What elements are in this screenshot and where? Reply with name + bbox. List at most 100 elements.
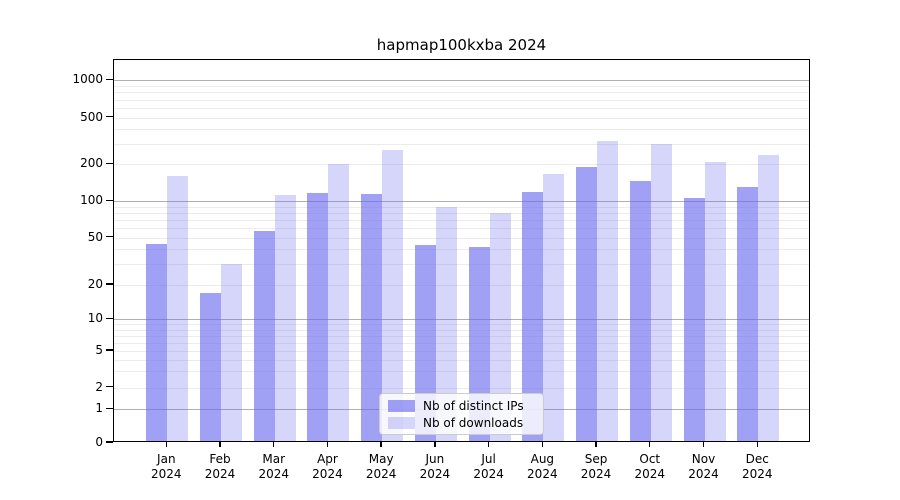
x-tick-mark — [165, 442, 167, 447]
bar-downloads-nov — [704, 162, 726, 441]
gridline-major — [114, 201, 809, 203]
gridline-minor — [114, 351, 809, 352]
legend-label-distinct-ips: Nb of distinct IPs — [423, 398, 524, 413]
x-tick-mark — [541, 442, 544, 447]
gridline-minor — [114, 99, 809, 101]
x-tick-mark — [702, 442, 705, 447]
y-tick-label: 50 — [87, 229, 103, 244]
y-tick-mark — [106, 386, 113, 388]
y-tick-mark — [106, 162, 113, 164]
legend-swatch-distinct-ips — [388, 399, 415, 412]
y-tick-label: 200 — [80, 156, 103, 171]
y-tick-label: 1 — [95, 401, 103, 416]
bar-downloads-apr — [328, 163, 350, 441]
gridline-minor — [114, 129, 809, 131]
gridline-minor — [114, 117, 809, 119]
gridline-minor — [114, 92, 809, 94]
legend-entry-distinct-ips: Nb of distinct IPs — [388, 399, 535, 413]
legend-entry-downloads: Nb of downloads — [388, 416, 535, 430]
bar-downloads-jul — [489, 213, 511, 441]
y-tick-mark — [106, 407, 113, 409]
y-tick-label: 2 — [95, 379, 103, 394]
bar-downloads-may — [382, 149, 404, 441]
y-tick-label: 100 — [80, 193, 103, 208]
x-tick-label-may: May 2024 — [365, 452, 397, 481]
x-tick-mark — [595, 442, 597, 447]
gridline-minor — [114, 237, 809, 239]
x-tick-mark — [756, 442, 758, 447]
y-tick-mark — [106, 349, 113, 351]
bar-distinct-ips-apr — [307, 193, 329, 441]
gridline-minor — [114, 220, 809, 222]
plot-area — [113, 59, 810, 442]
y-tick-label: 1000 — [72, 72, 103, 87]
gridline-minor — [114, 387, 809, 389]
x-tick-label-aug: Aug 2024 — [527, 452, 558, 481]
gridline-minor — [114, 342, 809, 344]
y-tick-mark — [106, 236, 113, 238]
x-tick-mark — [487, 442, 490, 447]
gridline-minor — [114, 206, 809, 208]
x-tick-label-nov: Nov 2024 — [688, 452, 719, 481]
bar-distinct-ips-nov — [683, 197, 705, 441]
gridline-minor — [114, 107, 809, 109]
y-tick-label: 500 — [80, 109, 103, 124]
x-tick-label-sep: Sep 2024 — [580, 452, 612, 481]
gridline-major — [114, 80, 809, 82]
x-tick-mark — [273, 442, 275, 447]
bar-distinct-ips-may — [361, 193, 383, 441]
x-tick-mark — [219, 442, 221, 447]
gridline-minor — [114, 249, 809, 251]
gridline-minor — [114, 285, 809, 286]
y-tick-label: 5 — [95, 343, 103, 357]
legend-swatch-downloads — [388, 416, 415, 429]
x-tick-label-feb: Feb 2024 — [204, 452, 236, 481]
x-tick-label-oct: Oct 2024 — [634, 452, 666, 481]
x-tick-label-jun: Jun 2024 — [419, 452, 451, 481]
bar-downloads-sep — [597, 141, 619, 441]
x-tick-mark — [380, 442, 382, 447]
legend-label-downloads: Nb of downloads — [423, 415, 524, 430]
bar-downloads-feb — [221, 264, 243, 441]
y-tick-mark — [106, 283, 113, 285]
bar-downloads-oct — [650, 144, 672, 441]
x-tick-label-apr: Apr 2024 — [312, 452, 343, 481]
y-tick-mark — [106, 199, 113, 201]
gridline-minor — [114, 335, 809, 337]
y-tick-label: 0 — [95, 435, 103, 449]
gridline-minor — [114, 85, 809, 87]
x-tick-label-dec: Dec 2024 — [741, 452, 773, 481]
gridline-minor — [114, 213, 809, 215]
y-tick-label: 10 — [87, 311, 103, 326]
bar-distinct-ips-oct — [629, 181, 651, 441]
bar-downloads-jan — [167, 175, 189, 441]
gridline-minor — [114, 359, 809, 361]
y-tick-mark — [106, 116, 113, 118]
x-tick-label-jul: Jul 2024 — [473, 452, 504, 481]
gridline-minor — [114, 164, 809, 166]
x-tick-mark — [326, 442, 329, 447]
gridline-minor — [114, 324, 809, 326]
bar-downloads-aug — [543, 173, 565, 441]
bar-distinct-ips-dec — [737, 187, 759, 441]
y-tick-mark — [106, 78, 113, 80]
y-tick-mark — [106, 317, 113, 319]
gridline-minor — [114, 143, 809, 145]
gridline-minor — [114, 264, 809, 266]
x-tick-label-mar: Mar 2024 — [258, 452, 289, 481]
bar-downloads-mar — [274, 194, 296, 441]
x-tick-mark — [434, 442, 436, 447]
bar-distinct-ips-jan — [146, 244, 168, 441]
gridline-minor — [114, 228, 809, 230]
x-tick-mark — [649, 442, 651, 447]
x-tick-label-jan: Jan 2024 — [151, 452, 182, 481]
gridline-major — [114, 319, 809, 321]
legend: Nb of distinct IPs Nb of downloads — [379, 393, 544, 435]
bar-downloads-jun — [435, 206, 457, 441]
bar-distinct-ips-jul — [468, 246, 490, 441]
bar-distinct-ips-aug — [522, 191, 544, 441]
bar-downloads-dec — [758, 154, 780, 441]
bar-distinct-ips-sep — [576, 167, 598, 441]
chart-title: hapmap100kxba 2024 — [376, 36, 547, 54]
